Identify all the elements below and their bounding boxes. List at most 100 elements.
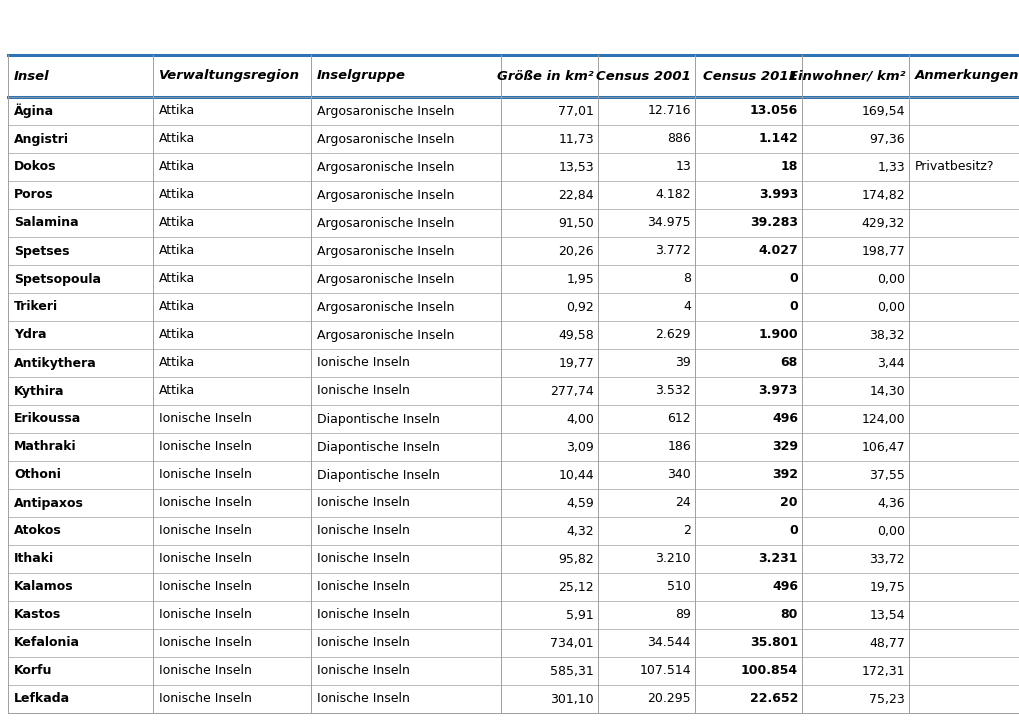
Text: Argosaronische Inseln: Argosaronische Inseln <box>317 133 453 146</box>
Text: Einwohner/ km²: Einwohner/ km² <box>788 69 904 82</box>
Text: Ydra: Ydra <box>14 329 47 342</box>
Text: 4,32: 4,32 <box>566 524 593 537</box>
Text: 97,36: 97,36 <box>868 133 904 146</box>
Text: Ionische Inseln: Ionische Inseln <box>159 665 252 678</box>
Text: Korfu: Korfu <box>14 665 52 678</box>
Text: 0: 0 <box>789 524 797 537</box>
Text: Ionische Inseln: Ionische Inseln <box>159 637 252 650</box>
Text: 8: 8 <box>683 273 690 286</box>
Text: 172,31: 172,31 <box>861 665 904 678</box>
Text: 585,31: 585,31 <box>549 665 593 678</box>
Text: 329: 329 <box>771 441 797 454</box>
Text: Diapontische Inseln: Diapontische Inseln <box>317 441 439 454</box>
Text: Census 2001: Census 2001 <box>595 69 690 82</box>
Text: 38,32: 38,32 <box>868 329 904 342</box>
Text: Othoni: Othoni <box>14 469 61 482</box>
Text: 100.854: 100.854 <box>740 665 797 678</box>
Text: 340: 340 <box>666 469 690 482</box>
Text: 4,00: 4,00 <box>566 412 593 425</box>
Text: Attika: Attika <box>159 301 195 314</box>
Text: Attika: Attika <box>159 244 195 257</box>
Text: 3,09: 3,09 <box>566 441 593 454</box>
Text: Ionische Inseln: Ionische Inseln <box>317 609 410 622</box>
Text: 3,44: 3,44 <box>876 356 904 369</box>
Text: 0: 0 <box>789 301 797 314</box>
Text: 5,91: 5,91 <box>566 609 593 622</box>
Text: Inselgruppe: Inselgruppe <box>317 69 406 82</box>
Text: Privatbesitz?: Privatbesitz? <box>914 161 994 174</box>
Text: Mathraki: Mathraki <box>14 441 76 454</box>
Text: 2.629: 2.629 <box>655 329 690 342</box>
Text: 3.993: 3.993 <box>758 188 797 201</box>
Text: Kalamos: Kalamos <box>14 580 73 593</box>
Text: Ionische Inseln: Ionische Inseln <box>159 497 252 510</box>
Text: Trikeri: Trikeri <box>14 301 58 314</box>
Text: 3.210: 3.210 <box>655 552 690 565</box>
Text: 0: 0 <box>789 273 797 286</box>
Text: 91,50: 91,50 <box>557 216 593 229</box>
Text: Ionische Inseln: Ionische Inseln <box>317 637 410 650</box>
Text: Ithaki: Ithaki <box>14 552 54 565</box>
Text: Ionische Inseln: Ionische Inseln <box>159 609 252 622</box>
Text: 734,01: 734,01 <box>550 637 593 650</box>
Text: 107.514: 107.514 <box>639 665 690 678</box>
Text: 392: 392 <box>771 469 797 482</box>
Text: Ionische Inseln: Ionische Inseln <box>317 692 410 706</box>
Text: 48,77: 48,77 <box>868 637 904 650</box>
Text: 19,75: 19,75 <box>868 580 904 593</box>
Text: 89: 89 <box>675 609 690 622</box>
Text: 77,01: 77,01 <box>557 105 593 118</box>
Text: 75,23: 75,23 <box>868 692 904 706</box>
Text: 22.652: 22.652 <box>749 692 797 706</box>
Text: 3.772: 3.772 <box>654 244 690 257</box>
Text: 4.027: 4.027 <box>757 244 797 257</box>
Text: 25,12: 25,12 <box>557 580 593 593</box>
Text: Argosaronische Inseln: Argosaronische Inseln <box>317 301 453 314</box>
Text: 277,74: 277,74 <box>549 384 593 397</box>
Text: 1.900: 1.900 <box>758 329 797 342</box>
Text: 24: 24 <box>675 497 690 510</box>
Text: 1,95: 1,95 <box>566 273 593 286</box>
Text: 198,77: 198,77 <box>860 244 904 257</box>
Text: Attika: Attika <box>159 105 195 118</box>
Text: 510: 510 <box>666 580 690 593</box>
Text: 496: 496 <box>771 412 797 425</box>
Text: Kefalonia: Kefalonia <box>14 637 79 650</box>
Text: 612: 612 <box>666 412 690 425</box>
Text: 4,36: 4,36 <box>876 497 904 510</box>
Text: 0,00: 0,00 <box>876 301 904 314</box>
Text: 174,82: 174,82 <box>860 188 904 201</box>
Text: 169,54: 169,54 <box>861 105 904 118</box>
Text: Census 2011: Census 2011 <box>702 69 797 82</box>
Text: Ionische Inseln: Ionische Inseln <box>159 441 252 454</box>
Text: Kythira: Kythira <box>14 384 64 397</box>
Text: 12.716: 12.716 <box>647 105 690 118</box>
Text: Attika: Attika <box>159 356 195 369</box>
Text: 13,54: 13,54 <box>868 609 904 622</box>
Text: 496: 496 <box>771 580 797 593</box>
Text: Attika: Attika <box>159 329 195 342</box>
Text: 1,33: 1,33 <box>876 161 904 174</box>
Text: Argosaronische Inseln: Argosaronische Inseln <box>317 188 453 201</box>
Text: 20.295: 20.295 <box>647 692 690 706</box>
Text: Ionische Inseln: Ionische Inseln <box>317 356 410 369</box>
Text: Argosaronische Inseln: Argosaronische Inseln <box>317 244 453 257</box>
Text: Ionische Inseln: Ionische Inseln <box>159 692 252 706</box>
Text: 4: 4 <box>683 301 690 314</box>
Text: 33,72: 33,72 <box>868 552 904 565</box>
Text: 19,77: 19,77 <box>557 356 593 369</box>
Text: Ionische Inseln: Ionische Inseln <box>317 580 410 593</box>
Text: 4,59: 4,59 <box>566 497 593 510</box>
Text: Argosaronische Inseln: Argosaronische Inseln <box>317 161 453 174</box>
Text: Diapontische Inseln: Diapontische Inseln <box>317 469 439 482</box>
Text: 13: 13 <box>675 161 690 174</box>
Text: Poros: Poros <box>14 188 54 201</box>
Text: 95,82: 95,82 <box>557 552 593 565</box>
Text: 49,58: 49,58 <box>557 329 593 342</box>
Text: 14,30: 14,30 <box>868 384 904 397</box>
Text: Ionische Inseln: Ionische Inseln <box>317 384 410 397</box>
Text: Ionische Inseln: Ionische Inseln <box>159 580 252 593</box>
Text: Attika: Attika <box>159 216 195 229</box>
Text: 3.532: 3.532 <box>655 384 690 397</box>
Text: 37,55: 37,55 <box>868 469 904 482</box>
